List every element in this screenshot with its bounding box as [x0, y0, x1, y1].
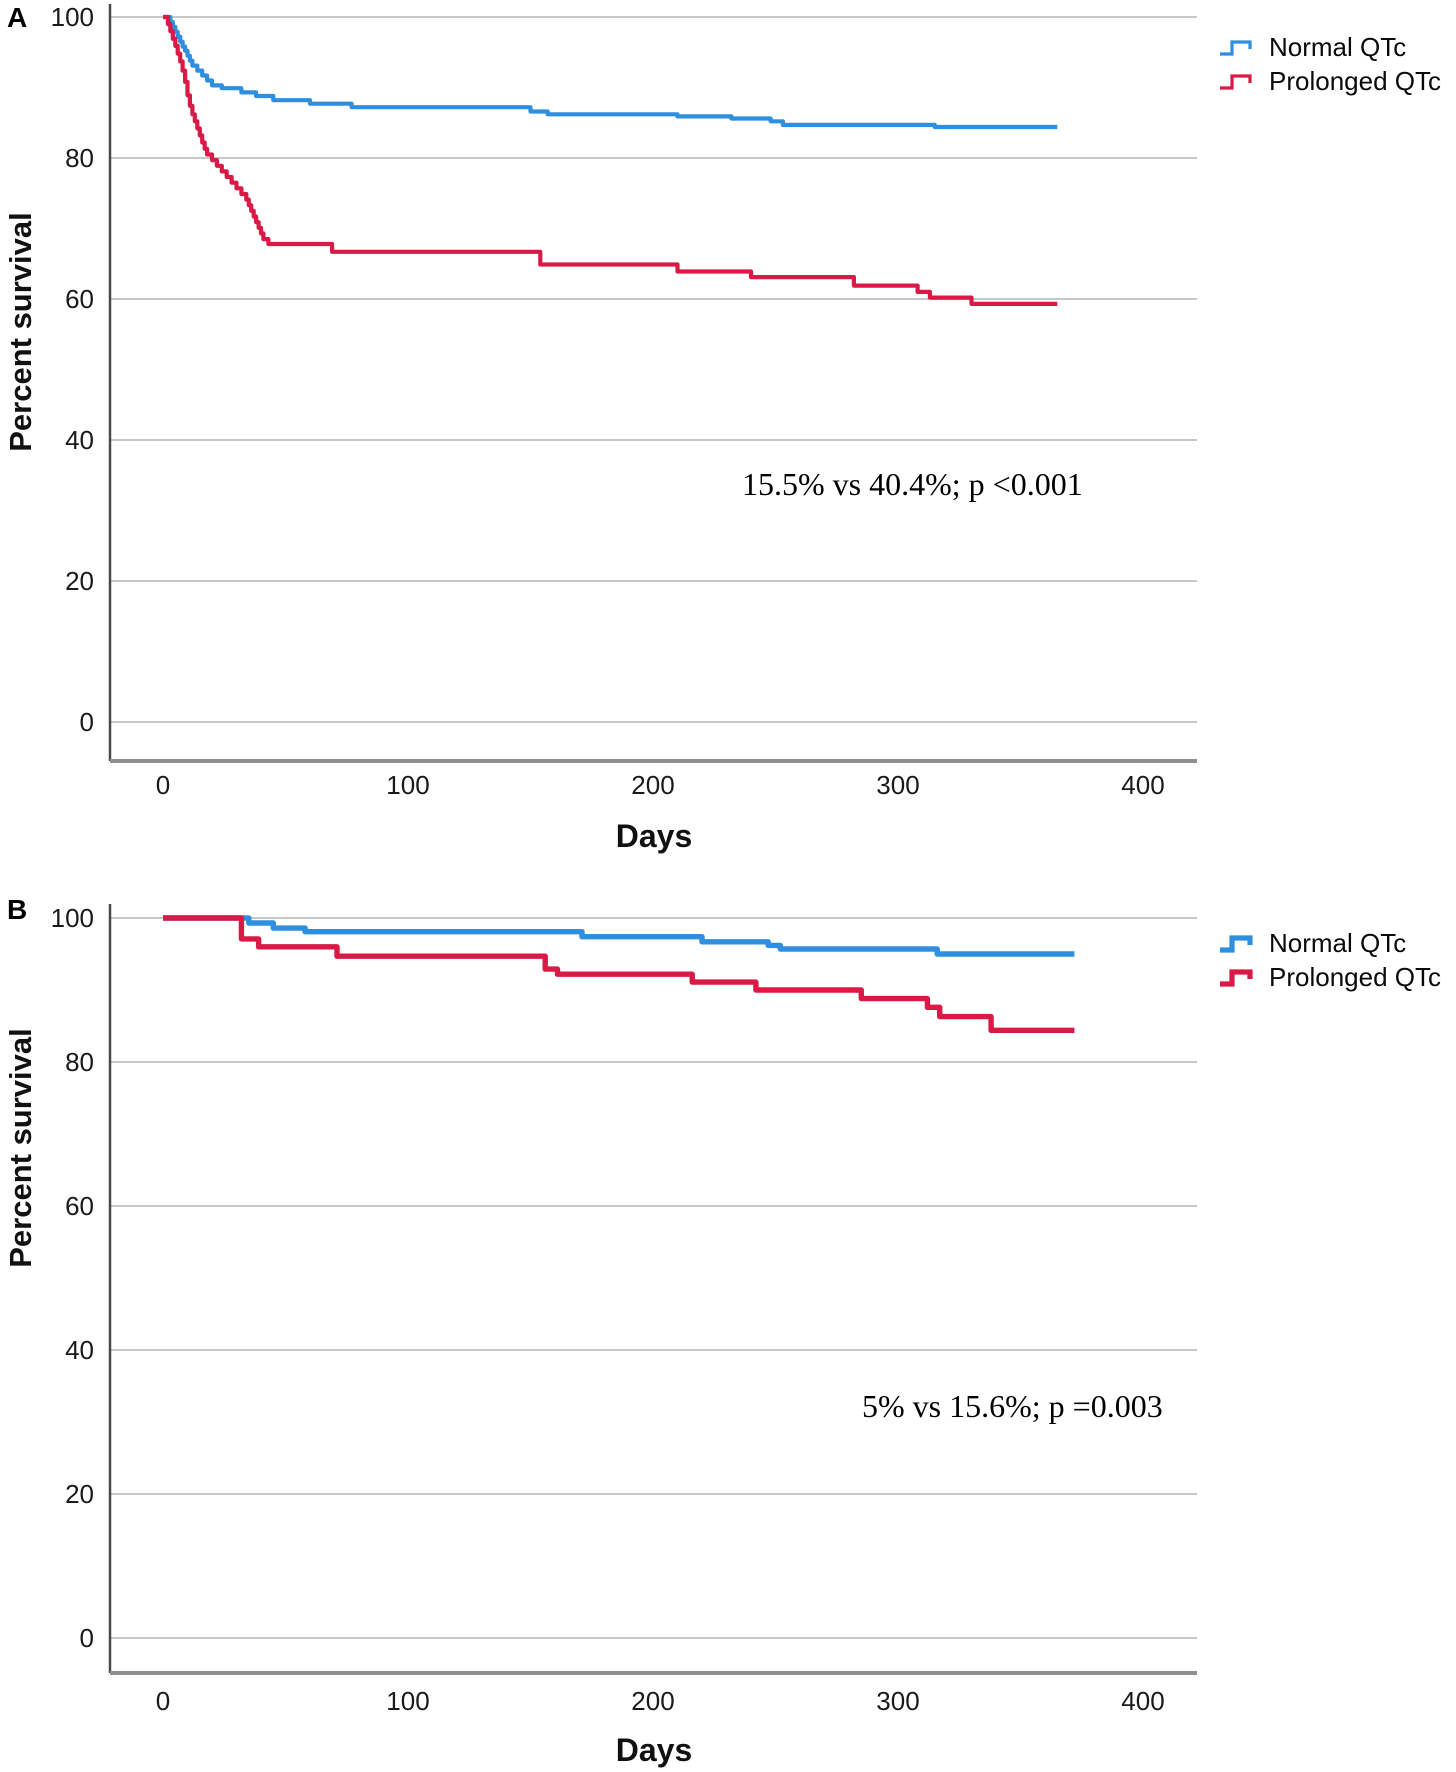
- stats-annotation-b: 5% vs 15.6%; p =0.003: [862, 1388, 1163, 1424]
- prolonged-qtc-curve: [163, 14, 1058, 306]
- y-tick-label: 40: [65, 425, 94, 455]
- panel-b-label: B: [7, 894, 28, 925]
- y-tick-label: 60: [65, 284, 94, 314]
- prolonged-qtc-line-icon: [1220, 968, 1253, 987]
- legend-a: Normal QTc Prolonged QTc: [1218, 32, 1441, 97]
- y-tick-label: 20: [65, 1479, 94, 1509]
- normal-qtc-curve: [163, 14, 1058, 130]
- legend-item-normal-qtc: Normal QTc: [1218, 928, 1441, 959]
- legend-item-prolonged-qtc: Prolonged QTc: [1218, 66, 1441, 97]
- x-tick-label: 400: [1121, 770, 1164, 800]
- x-tick-label: 100: [386, 1686, 429, 1716]
- panel-a: A Percent survival 100 80 60 40 20 0 0 100 200 30…: [3, 2, 1441, 854]
- legend-label: Normal QTc: [1269, 928, 1407, 958]
- y-tick-label: 100: [51, 903, 94, 933]
- panel-a-label: A: [7, 2, 28, 33]
- x-tick-label: 300: [876, 1686, 919, 1716]
- legend-item-prolonged-qtc: Prolonged QTc: [1218, 962, 1441, 993]
- legend-label: Prolonged QTc: [1269, 66, 1441, 96]
- y-tick-label: 80: [65, 1047, 94, 1077]
- y-tick-label: 80: [65, 143, 94, 173]
- x-tick-label: 400: [1121, 1686, 1164, 1716]
- y-tick-label: 60: [65, 1191, 94, 1221]
- normal-qtc-line-icon: [1220, 39, 1252, 56]
- x-axis-title-a: Days: [615, 818, 693, 854]
- normal-qtc-curve: [163, 915, 1075, 957]
- y-tick-label: 0: [80, 1623, 94, 1653]
- x-axis-title-b: Days: [615, 1732, 693, 1768]
- y-tick-label: 0: [80, 707, 94, 737]
- stats-annotation-a: 15.5% vs 40.4%; p <0.001: [742, 466, 1083, 502]
- x-tick-label: 0: [156, 1686, 170, 1716]
- legend-label: Prolonged QTc: [1269, 962, 1441, 992]
- legend-b: Normal QTc Prolonged QTc: [1218, 928, 1441, 993]
- x-tick-label: 200: [631, 1686, 674, 1716]
- normal-qtc-line-icon: [1220, 934, 1253, 953]
- x-tick-label: 100: [386, 770, 429, 800]
- y-tick-label: 20: [65, 566, 94, 596]
- x-tick-label: 300: [876, 770, 919, 800]
- x-tick-label: 0: [156, 770, 170, 800]
- legend-item-normal-qtc: Normal QTc: [1218, 32, 1441, 63]
- legend-label: Normal QTc: [1269, 32, 1407, 62]
- x-tick-label: 200: [631, 770, 674, 800]
- prolonged-qtc-curve: [163, 915, 1075, 1033]
- y-tick-label: 100: [51, 2, 94, 32]
- panel-b: B Percent survival 100 80 60 40 20 0 0 100 200 30…: [0, 886, 1456, 1772]
- prolonged-qtc-line-icon: [1220, 73, 1252, 90]
- y-tick-label: 40: [65, 1335, 94, 1365]
